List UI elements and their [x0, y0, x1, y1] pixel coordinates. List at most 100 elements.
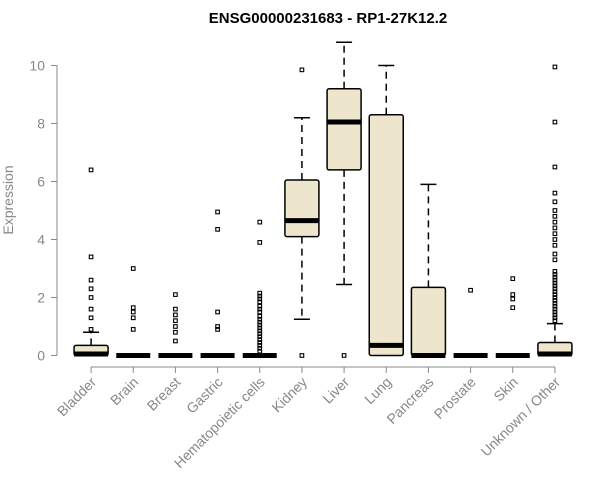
- outlier-point: [552, 315, 558, 321]
- box-gastric: [200, 209, 235, 358]
- outlier-point: [552, 190, 558, 196]
- outlier-point: [552, 231, 558, 237]
- x-tick-label: Kidney: [268, 374, 310, 416]
- outlier-point: [257, 340, 263, 345]
- outlier-point: [257, 299, 263, 305]
- outlier-point: [257, 316, 263, 322]
- outlier-point: [257, 290, 263, 296]
- x-tick-label: Unknown / Other: [477, 374, 563, 460]
- outlier-point: [173, 318, 178, 324]
- outlier-point: [552, 199, 558, 205]
- outlier-point: [257, 306, 263, 312]
- y-axis: 0 2 4 6 8 10: [29, 58, 58, 364]
- box-skin: [495, 276, 530, 358]
- box-bladder: [73, 167, 109, 357]
- y-tick-label: 4: [37, 232, 45, 248]
- outlier-point: [88, 315, 94, 321]
- outlier-point: [341, 353, 347, 358]
- outlier-point: [552, 164, 558, 170]
- outlier-point: [130, 315, 136, 321]
- x-tick-label: Breast: [144, 374, 184, 414]
- outlier-point: [552, 312, 558, 318]
- box-liver: [326, 41, 362, 358]
- outlier-point: [173, 329, 178, 335]
- x-tick-label: Lung: [361, 374, 394, 407]
- outlier-point: [510, 296, 516, 302]
- box-body: [410, 286, 447, 357]
- outlier-point: [88, 306, 94, 312]
- box-pancreas: [410, 183, 447, 358]
- x-tick-label: Skin: [490, 374, 521, 405]
- outlier-point: [215, 324, 220, 329]
- outlier-point: [257, 328, 263, 334]
- box-unknown-other: [537, 64, 573, 357]
- outlier-point: [299, 67, 305, 73]
- outlier-point: [468, 287, 473, 293]
- box-prostate: [453, 287, 488, 358]
- box-brain: [116, 266, 151, 358]
- box-hematopoietic-cells: [242, 219, 277, 358]
- outlier-point: [510, 292, 516, 297]
- outlier-point: [130, 309, 136, 315]
- outlier-point: [215, 327, 220, 332]
- x-tick-label: Liver: [319, 374, 352, 407]
- outlier-point: [552, 119, 558, 125]
- outlier-point: [88, 286, 94, 292]
- outlier-point: [215, 209, 220, 215]
- outlier-point: [88, 295, 94, 300]
- outlier-point: [552, 251, 558, 257]
- outlier-point: [257, 334, 263, 340]
- outlier-point: [130, 327, 136, 332]
- x-tick-label: Pancreas: [383, 374, 436, 427]
- outlier-point: [257, 342, 263, 348]
- outlier-point: [173, 306, 178, 312]
- outlier-point: [257, 303, 263, 309]
- box-lung: [368, 64, 404, 357]
- chart-title: ENSG00000231683 - RP1-27K12.2: [209, 10, 448, 27]
- outlier-point: [88, 327, 94, 332]
- outlier-point: [257, 337, 263, 342]
- outlier-point: [88, 277, 94, 283]
- outlier-point: [552, 271, 558, 277]
- outlier-point: [173, 292, 178, 297]
- outlier-point: [552, 295, 558, 300]
- outlier-point: [257, 331, 263, 337]
- y-tick-label: 10: [29, 58, 45, 74]
- outlier-point: [257, 322, 263, 328]
- box-series: [73, 41, 573, 358]
- box-breast: [158, 292, 193, 358]
- outlier-point: [552, 298, 558, 303]
- outlier-point: [552, 242, 558, 248]
- x-tick-label: Prostate: [431, 374, 479, 422]
- y-tick-label: 6: [37, 174, 45, 190]
- outlier-point: [552, 292, 558, 297]
- box-body: [326, 87, 362, 171]
- y-tick-label: 8: [37, 116, 45, 132]
- outlier-point: [552, 309, 558, 315]
- outlier-point: [257, 240, 263, 245]
- outlier-point: [552, 269, 558, 274]
- outlier-point: [552, 303, 558, 309]
- outlier-point: [257, 296, 263, 302]
- outlier-point: [552, 257, 558, 263]
- outlier-point: [88, 254, 94, 260]
- outlier-point: [215, 227, 220, 232]
- outlier-point: [552, 277, 558, 283]
- y-tick-label: 0: [37, 348, 45, 364]
- outlier-point: [552, 225, 558, 231]
- y-tick-label: 2: [37, 290, 45, 306]
- outlier-point: [552, 300, 558, 306]
- outlier-point: [552, 280, 558, 286]
- outlier-point: [552, 208, 558, 213]
- outlier-point: [510, 305, 516, 311]
- box-body: [284, 179, 320, 238]
- outlier-point: [257, 348, 263, 354]
- box-kidney: [284, 67, 320, 358]
- outlier-point: [552, 213, 558, 219]
- y-axis-label: Expression: [0, 165, 16, 234]
- outlier-point: [173, 312, 178, 318]
- outlier-point: [552, 318, 558, 324]
- outlier-point: [257, 313, 263, 319]
- outlier-point: [130, 266, 136, 271]
